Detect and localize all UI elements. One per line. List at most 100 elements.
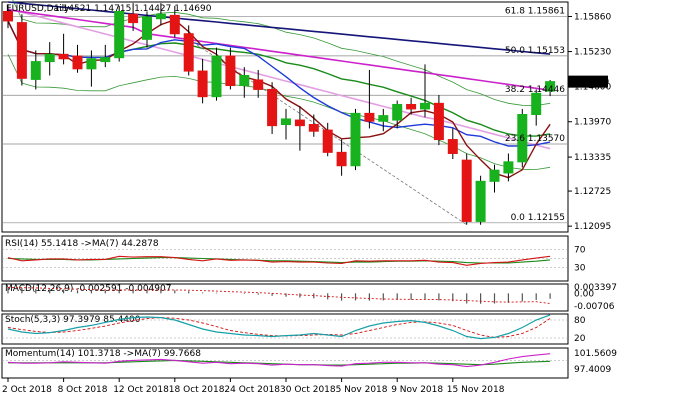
candle-body-19 — [267, 88, 278, 127]
momentum-line — [7, 353, 551, 368]
stoch-d-line — [7, 317, 551, 338]
fib-label-1: 50.0 1.15153 — [505, 46, 565, 56]
bollinger-lower — [7, 54, 551, 170]
momentum-tick-top: 101.5609 — [574, 349, 617, 359]
rsi-panel: RSI(14) 55.1418 ->MA(7) 44.2878 70 30 — [2, 239, 586, 274]
macd-panel: MACD(12,26,9) -0.002591 -0.004907 0.0033… — [5, 283, 617, 312]
y-tick-label-3: 1.13970 — [574, 118, 611, 128]
candle-body-7 — [100, 57, 111, 63]
candle-body-0 — [3, 10, 13, 22]
candle-body-21 — [294, 119, 305, 127]
x-tick-label-4: 24 Oct 2018 — [224, 385, 280, 395]
y-tick-label-5: 1.12725 — [574, 187, 611, 197]
candle-body-13 — [183, 33, 194, 72]
chart-title: EURUSD,Daily — [6, 4, 70, 14]
x-axis: 2 Oct 2018 8 Oct 2018 12 Oct 2018 18 Oct 20… — [2, 378, 505, 395]
candle-body-34 — [475, 180, 486, 222]
macd-tick-zero: 0.00 — [574, 289, 594, 299]
stoch-tick-80: 80 — [574, 316, 586, 326]
candle-body-17 — [239, 75, 250, 87]
ma-magenta-line — [7, 9, 551, 92]
panel-frames — [1, 1, 569, 379]
momentum-label: Momentum(14) 101.3718 ->MA(7) 99.7668 — [5, 349, 201, 359]
candle-body-26 — [364, 112, 375, 122]
candle-body-22 — [308, 124, 319, 132]
y-tick-label-0: 1.15860 — [574, 12, 611, 22]
macd-label: MACD(12,26,9) -0.002591 -0.004907 — [5, 284, 171, 294]
candle-body-36 — [503, 161, 514, 174]
stoch-k-line — [7, 314, 551, 340]
candle-body-1 — [16, 22, 27, 79]
x-tick-label-0: 2 Oct 2018 — [2, 385, 52, 395]
stoch-tick-20: 20 — [574, 334, 586, 344]
macd-tick-bottom: -0.00706 — [574, 302, 615, 312]
candle-body-12 — [169, 14, 180, 35]
candle-body-32 — [447, 139, 458, 154]
x-tick-label-5: 30 Oct 2018 — [280, 385, 336, 395]
candle-body-37 — [517, 113, 528, 163]
candle-body-29 — [406, 103, 417, 110]
panel-frame-stoch — [1, 313, 569, 345]
candle-body-4 — [58, 53, 69, 60]
y-tick-label-1: 1.15230 — [574, 48, 611, 58]
candle-body-25 — [350, 112, 361, 167]
price-labels: EURUSD,Daily 1.14521 1.14715 1.14427 1.1… — [6, 4, 611, 232]
candle-body-27 — [378, 115, 389, 122]
candle-body-11 — [155, 13, 166, 20]
rsi-tick-70: 70 — [574, 246, 586, 256]
candle-body-14 — [197, 70, 208, 98]
x-tick-label-7: 9 Nov 2018 — [391, 385, 443, 395]
momentum-panel: Momentum(14) 101.3718 ->MA(7) 99.7668 10… — [2, 349, 617, 375]
rsi-label: RSI(14) 55.1418 ->MA(7) 44.2878 — [5, 239, 159, 249]
x-tick-label-3: 18 Oct 2018 — [169, 385, 225, 395]
stoch-panel: Stoch(5,3,3) 97.3979 85.4400 80 20 — [2, 314, 586, 344]
y-tick-label-2: 1.14600 — [574, 83, 611, 93]
candle-body-31 — [433, 102, 444, 141]
rsi-tick-30: 30 — [574, 264, 586, 274]
price-tag-bg — [568, 75, 608, 88]
x-tick-label-8: 15 Nov 2018 — [447, 385, 505, 395]
fib-label-4: 0.0 1.12155 — [511, 213, 565, 223]
fib-label-2: 38.2 1.14446 — [505, 85, 565, 95]
candle-body-8 — [114, 10, 125, 59]
x-tick-label-1: 8 Oct 2018 — [58, 385, 108, 395]
candle-body-35 — [489, 169, 500, 182]
ohlc-readout: 1.14521 1.14715 1.14427 1.14690 — [54, 4, 212, 14]
price-candles — [3, 3, 556, 225]
ma-pink-line — [7, 7, 551, 150]
candle-body-2 — [30, 61, 41, 80]
x-tick-label-6: 5 Nov 2018 — [336, 385, 388, 395]
candle-body-3 — [44, 53, 55, 63]
macd-signal-line — [7, 287, 551, 304]
fib-label-0: 61.8 1.15861 — [505, 6, 565, 16]
fib-label-3: 23.6 1.13570 — [505, 134, 565, 144]
candle-body-30 — [420, 102, 430, 110]
stoch-label: Stoch(5,3,3) 97.3979 85.4400 — [5, 315, 141, 325]
macd-tick-top: 0.003397 — [574, 283, 617, 293]
candle-body-6 — [86, 58, 97, 70]
candle-body-9 — [128, 13, 139, 24]
bollinger-upper — [12, 0, 551, 106]
y-tick-label-4: 1.13335 — [574, 153, 611, 163]
candle-body-18 — [253, 79, 264, 90]
candle-body-24 — [336, 151, 347, 167]
candle-body-28 — [392, 103, 403, 121]
x-tick-label-2: 12 Oct 2018 — [113, 385, 169, 395]
price-bands — [2, 0, 568, 226]
candle-body-10 — [142, 16, 152, 40]
ma-blue-line — [7, 20, 551, 147]
ma-navy-line — [7, 1, 551, 55]
panel-frame-mom — [1, 347, 569, 379]
candle-body-20 — [281, 118, 291, 126]
momentum-tick-bottom: 97.4009 — [574, 365, 611, 375]
candle-body-5 — [72, 55, 83, 70]
rsi-line — [7, 255, 551, 266]
panel-frame-main — [1, 1, 569, 233]
candle-body-15 — [211, 55, 222, 98]
price-tag-text: 1.14690 — [572, 78, 609, 88]
candle-body-16 — [225, 55, 236, 87]
ma-darkred-line — [7, 19, 551, 179]
candle-body-38 — [531, 92, 542, 115]
panel-frame-macd — [1, 283, 569, 312]
